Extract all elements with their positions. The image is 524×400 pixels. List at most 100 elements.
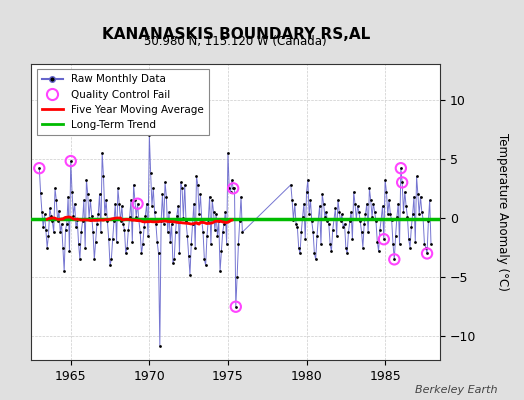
Point: [233, 274, 241, 280]
Point: [141, 212, 149, 219]
Point: [384, 211, 392, 218]
Point: [317, 241, 325, 247]
Point: [300, 200, 308, 207]
Point: [178, 185, 186, 192]
Point: [294, 244, 303, 251]
Point: [380, 236, 388, 242]
Title: KANANASKIS BOUNDARY RS,AL: KANANASKIS BOUNDARY RS,AL: [102, 27, 370, 42]
Point: [350, 189, 358, 195]
Point: [229, 185, 237, 192]
Point: [73, 217, 82, 224]
Point: [427, 241, 435, 247]
Point: [201, 262, 210, 268]
Point: [394, 200, 402, 207]
Point: [205, 194, 214, 200]
Point: [184, 253, 193, 259]
Point: [211, 226, 219, 233]
Point: [47, 212, 55, 219]
Y-axis label: Temperature Anomaly (°C): Temperature Anomaly (°C): [496, 133, 509, 291]
Point: [114, 185, 122, 192]
Text: 50.980 N, 115.120 W (Canada): 50.980 N, 115.120 W (Canada): [145, 35, 327, 48]
Point: [364, 229, 373, 235]
Point: [97, 229, 105, 235]
Point: [323, 218, 332, 225]
Point: [207, 241, 215, 247]
Point: [406, 244, 414, 251]
Point: [325, 221, 333, 227]
Point: [347, 209, 355, 215]
Point: [58, 221, 66, 227]
Point: [368, 214, 376, 220]
Point: [179, 215, 188, 221]
Point: [165, 209, 173, 215]
Point: [204, 217, 212, 224]
Point: [400, 189, 409, 195]
Point: [361, 211, 369, 218]
Point: [216, 268, 224, 274]
Point: [330, 216, 338, 222]
Point: [143, 200, 151, 207]
Point: [360, 221, 368, 227]
Point: [78, 218, 86, 225]
Point: [182, 218, 190, 225]
Point: [168, 221, 176, 227]
Point: [107, 256, 115, 262]
Point: [119, 221, 127, 227]
Point: [421, 244, 430, 251]
Point: [408, 211, 417, 218]
Point: [66, 248, 74, 254]
Point: [376, 226, 384, 233]
Point: [391, 232, 400, 239]
Point: [419, 216, 428, 222]
Point: [166, 238, 174, 245]
Point: [51, 185, 59, 192]
Point: [162, 194, 170, 200]
Point: [149, 185, 157, 192]
Point: [81, 244, 90, 251]
Point: [413, 191, 422, 198]
Point: [352, 216, 361, 222]
Point: [150, 209, 159, 215]
Point: [98, 150, 106, 156]
Point: [226, 189, 235, 195]
Point: [403, 214, 412, 220]
Point: [161, 179, 169, 186]
Legend: Raw Monthly Data, Quality Control Fail, Five Year Moving Average, Long-Term Tren: Raw Monthly Data, Quality Control Fail, …: [37, 69, 209, 135]
Point: [227, 177, 236, 183]
Point: [397, 165, 405, 171]
Point: [288, 197, 296, 203]
Point: [169, 260, 177, 266]
Point: [314, 216, 322, 222]
Point: [177, 179, 185, 186]
Point: [117, 203, 126, 209]
Point: [50, 229, 58, 235]
Point: [138, 241, 147, 247]
Point: [67, 158, 75, 164]
Point: [405, 236, 413, 242]
Point: [237, 194, 245, 200]
Point: [91, 238, 100, 245]
Point: [48, 218, 57, 225]
Point: [309, 229, 318, 235]
Point: [342, 244, 350, 251]
Point: [287, 182, 295, 188]
Point: [99, 173, 107, 180]
Point: [397, 165, 405, 171]
Point: [105, 236, 113, 242]
Point: [374, 248, 383, 254]
Point: [336, 218, 345, 225]
Point: [235, 218, 244, 225]
Point: [83, 191, 92, 198]
Point: [217, 248, 225, 254]
Point: [200, 256, 209, 262]
Point: [145, 132, 154, 138]
Point: [125, 214, 134, 220]
Point: [93, 221, 101, 227]
Point: [353, 203, 362, 209]
Point: [232, 304, 240, 310]
Point: [326, 241, 334, 247]
Point: [306, 197, 314, 203]
Point: [209, 209, 217, 215]
Point: [158, 191, 167, 198]
Point: [402, 203, 410, 209]
